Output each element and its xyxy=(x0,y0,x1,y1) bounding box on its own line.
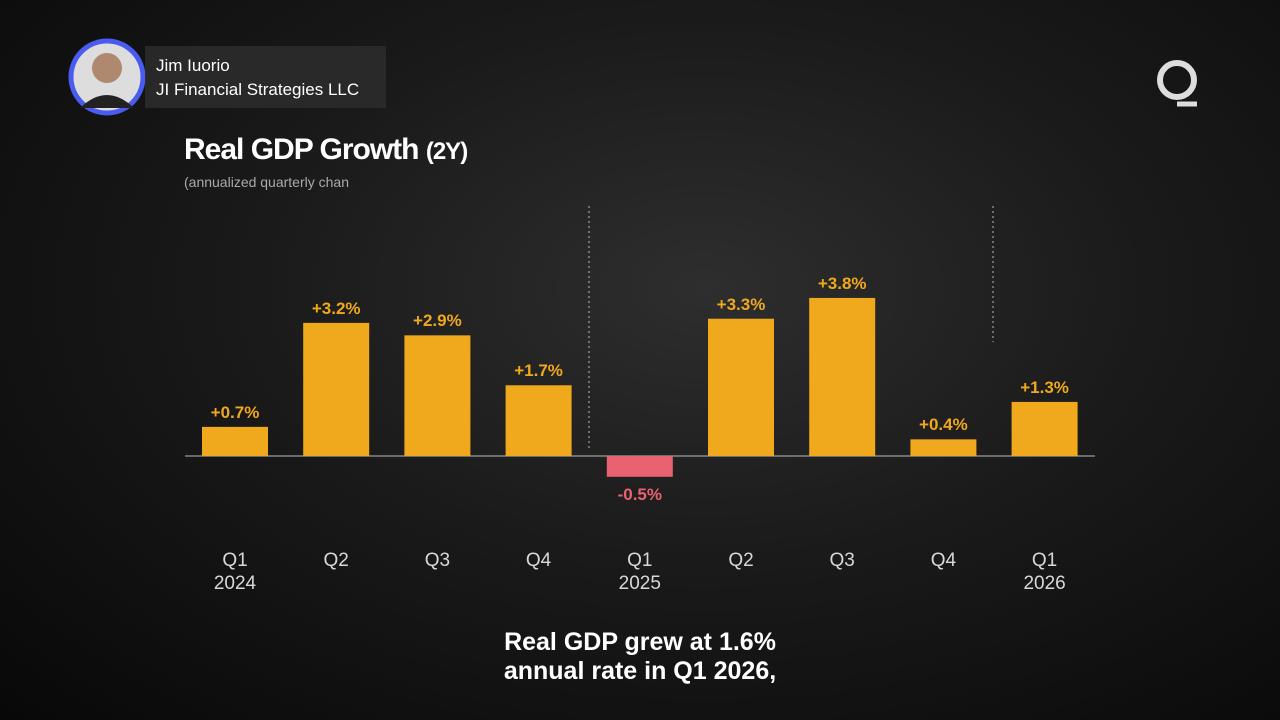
bar xyxy=(505,385,572,456)
caption-line: Real GDP grew at 1.6% xyxy=(504,628,776,656)
value-label: +3.2% xyxy=(311,298,361,318)
speaker-name: Jim Iuorio xyxy=(156,56,230,75)
value-label: +3.3% xyxy=(716,294,766,314)
x-tick-label: Q4 xyxy=(930,550,957,571)
x-tick-label: Q1 2025 xyxy=(618,550,661,594)
bar xyxy=(1011,401,1078,456)
x-tick-label: Q3 xyxy=(424,550,451,571)
logo xyxy=(1157,60,1197,100)
x-tick-label: Q1 2024 xyxy=(213,550,257,594)
value-label: +1.3% xyxy=(1020,377,1069,397)
bar xyxy=(910,439,977,456)
bar xyxy=(809,297,876,456)
caption: Real GDP grew at 1.6% annual rate in Q1 … xyxy=(0,628,1280,686)
x-tick-label: Q3 xyxy=(829,550,855,571)
name-plate xyxy=(145,46,386,108)
x-tick-label: Q4 xyxy=(525,550,552,571)
bar xyxy=(708,318,774,456)
x-tick-label: Q2 xyxy=(323,550,349,571)
value-label: +3.8% xyxy=(817,273,867,293)
bar xyxy=(404,335,471,456)
caption-line: annual rate in Q1 2026, xyxy=(503,657,777,685)
avatar-suit xyxy=(80,95,134,108)
chart-title: Real GDP Growth xyxy=(184,133,419,166)
speaker-company: JI Financial Strategies LLC xyxy=(156,80,360,99)
value-label: +2.9% xyxy=(413,311,462,331)
chart-title-suffix: (2Y) xyxy=(425,138,468,165)
value-label: +0.4% xyxy=(919,415,968,435)
bar xyxy=(202,426,268,456)
value-label: -0.5% xyxy=(617,484,662,504)
x-tick-label: Q1 2026 xyxy=(1023,550,1066,594)
bar xyxy=(303,322,370,456)
x-tick-label: Q2 xyxy=(728,550,754,571)
value-label: +1.7% xyxy=(514,361,563,381)
value-label: +0.7% xyxy=(210,402,260,422)
bar xyxy=(606,456,673,477)
chart-subtitle: (annualized quarterly chan xyxy=(184,174,349,190)
chart-title-row: Real GDP Growth (2Y) xyxy=(184,133,468,167)
avatar-face xyxy=(92,53,122,83)
